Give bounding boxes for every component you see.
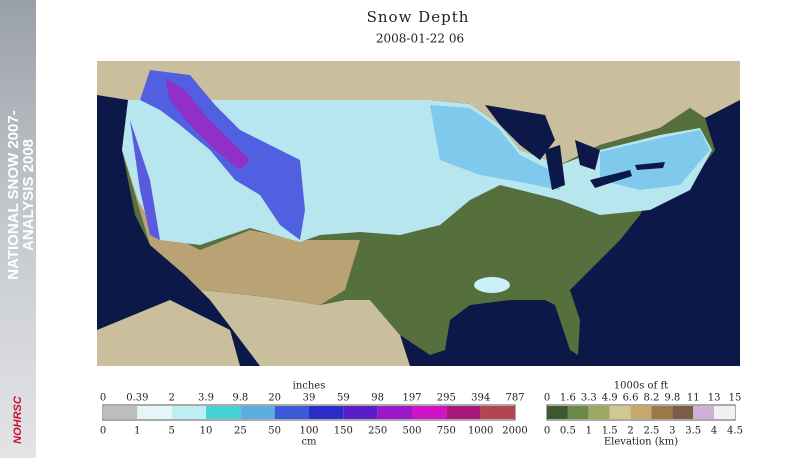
scale-bottom-label: 1.5 xyxy=(602,426,618,437)
scale-bottom-label: 1 xyxy=(586,426,592,437)
unit-label: inches xyxy=(293,381,326,392)
scale-swatch xyxy=(480,406,515,419)
scale-swatch xyxy=(309,406,344,419)
unit-label: cm xyxy=(301,437,317,448)
scale-bottom-label: 2.5 xyxy=(643,426,659,437)
scale-swatch xyxy=(240,406,275,419)
scale-top-label: 15 xyxy=(729,393,742,404)
scale-bottom-label: 2000 xyxy=(502,426,527,437)
scale-swatch xyxy=(137,406,172,419)
scale-top-label: 9.8 xyxy=(664,393,680,404)
scale-swatch xyxy=(446,406,481,419)
scale-swatch xyxy=(206,406,241,419)
scale-top-label: 8.2 xyxy=(643,393,659,404)
scale-swatch xyxy=(651,406,673,419)
scale-top-label: 4.9 xyxy=(602,393,618,404)
scale-bottom-label: 3 xyxy=(669,426,675,437)
scale-bottom-label: 0.5 xyxy=(560,426,576,437)
scale-swatch xyxy=(547,406,568,419)
scale-bottom-label: 4 xyxy=(711,426,717,437)
scale-bottom-label: 250 xyxy=(368,426,387,437)
banner-line: NATIONAL SNOW 2007- xyxy=(5,110,22,279)
scale-swatch xyxy=(103,406,138,419)
scale-bottom-label: 0 xyxy=(100,426,106,437)
logo: NOHRSC xyxy=(12,395,24,444)
lake xyxy=(590,170,632,188)
lake xyxy=(545,145,565,190)
scale-bottom-label: 0 xyxy=(544,426,550,437)
scale-bottom-label: 3.5 xyxy=(685,426,701,437)
scale-swatch xyxy=(171,406,206,419)
scale-bottom-label: 25 xyxy=(234,426,247,437)
scale-bottom-label: 100 xyxy=(299,426,318,437)
scale-top-label: 295 xyxy=(437,393,456,404)
scale-top-label: 0 xyxy=(100,393,106,404)
scale-swatch xyxy=(672,406,694,419)
snow-patch xyxy=(474,277,510,293)
scale-top-label: 3.9 xyxy=(198,393,214,404)
scale-swatch xyxy=(274,406,309,419)
scale-top-label: 394 xyxy=(471,393,490,404)
scale-top-label: 6.6 xyxy=(623,393,639,404)
snow-mountain xyxy=(165,78,250,170)
scale-bottom-label: 150 xyxy=(334,426,353,437)
scale-bottom-label: 1 xyxy=(134,426,140,437)
scale-bottom-label: 5 xyxy=(168,426,174,437)
scale-top-label: 0 xyxy=(544,393,550,404)
scale-top-label: 39 xyxy=(303,393,316,404)
scale-bottom-label: 50 xyxy=(268,426,281,437)
scale-top-label: 1.6 xyxy=(560,393,576,404)
lake xyxy=(635,162,665,170)
side-banner xyxy=(0,0,36,458)
scale-top-label: 9.8 xyxy=(232,393,248,404)
scale-bottom-label: 750 xyxy=(437,426,456,437)
scale-top-label: 13 xyxy=(708,393,721,404)
scale-swatch xyxy=(714,406,735,419)
scale-bottom-label: 2 xyxy=(627,426,633,437)
snow-deep xyxy=(430,105,560,190)
scale-swatch xyxy=(343,406,378,419)
scale-bottom-label: 500 xyxy=(402,426,421,437)
scale-swatch xyxy=(630,406,652,419)
scale-swatch xyxy=(609,406,631,419)
banner-line: ANALYSIS 2008 xyxy=(20,139,37,251)
scale-top-label: 11 xyxy=(687,393,700,404)
scale-top-label: 197 xyxy=(402,393,421,404)
scale-bottom-label: 10 xyxy=(200,426,213,437)
scale-top-label: 787 xyxy=(505,393,524,404)
scale-top-label: 59 xyxy=(337,393,350,404)
scale-top-label: 20 xyxy=(268,393,281,404)
scale-top-label: 0.39 xyxy=(126,393,148,404)
lake xyxy=(575,140,600,170)
scale-swatch xyxy=(377,406,412,419)
lake xyxy=(485,105,555,160)
scale-swatch xyxy=(412,406,447,419)
mexico xyxy=(97,290,410,366)
map xyxy=(97,61,740,366)
unit-label: Elevation (km) xyxy=(604,437,678,448)
scale-top-label: 98 xyxy=(371,393,384,404)
snow-mountain xyxy=(130,120,160,240)
scale-swatch xyxy=(588,406,610,419)
canada xyxy=(97,61,740,165)
title: Snow Depth xyxy=(367,8,470,26)
scale-bottom-label: 4.5 xyxy=(727,426,743,437)
scale-top-label: 2 xyxy=(168,393,174,404)
scale-swatch xyxy=(567,406,589,419)
date: 2008-01-22 06 xyxy=(376,32,464,46)
scale-top-label: 3.3 xyxy=(581,393,597,404)
scale-bottom-label: 1000 xyxy=(468,426,493,437)
unit-label: 1000s of ft xyxy=(614,381,668,392)
west-terrain xyxy=(122,150,360,305)
scale-swatch xyxy=(693,406,715,419)
